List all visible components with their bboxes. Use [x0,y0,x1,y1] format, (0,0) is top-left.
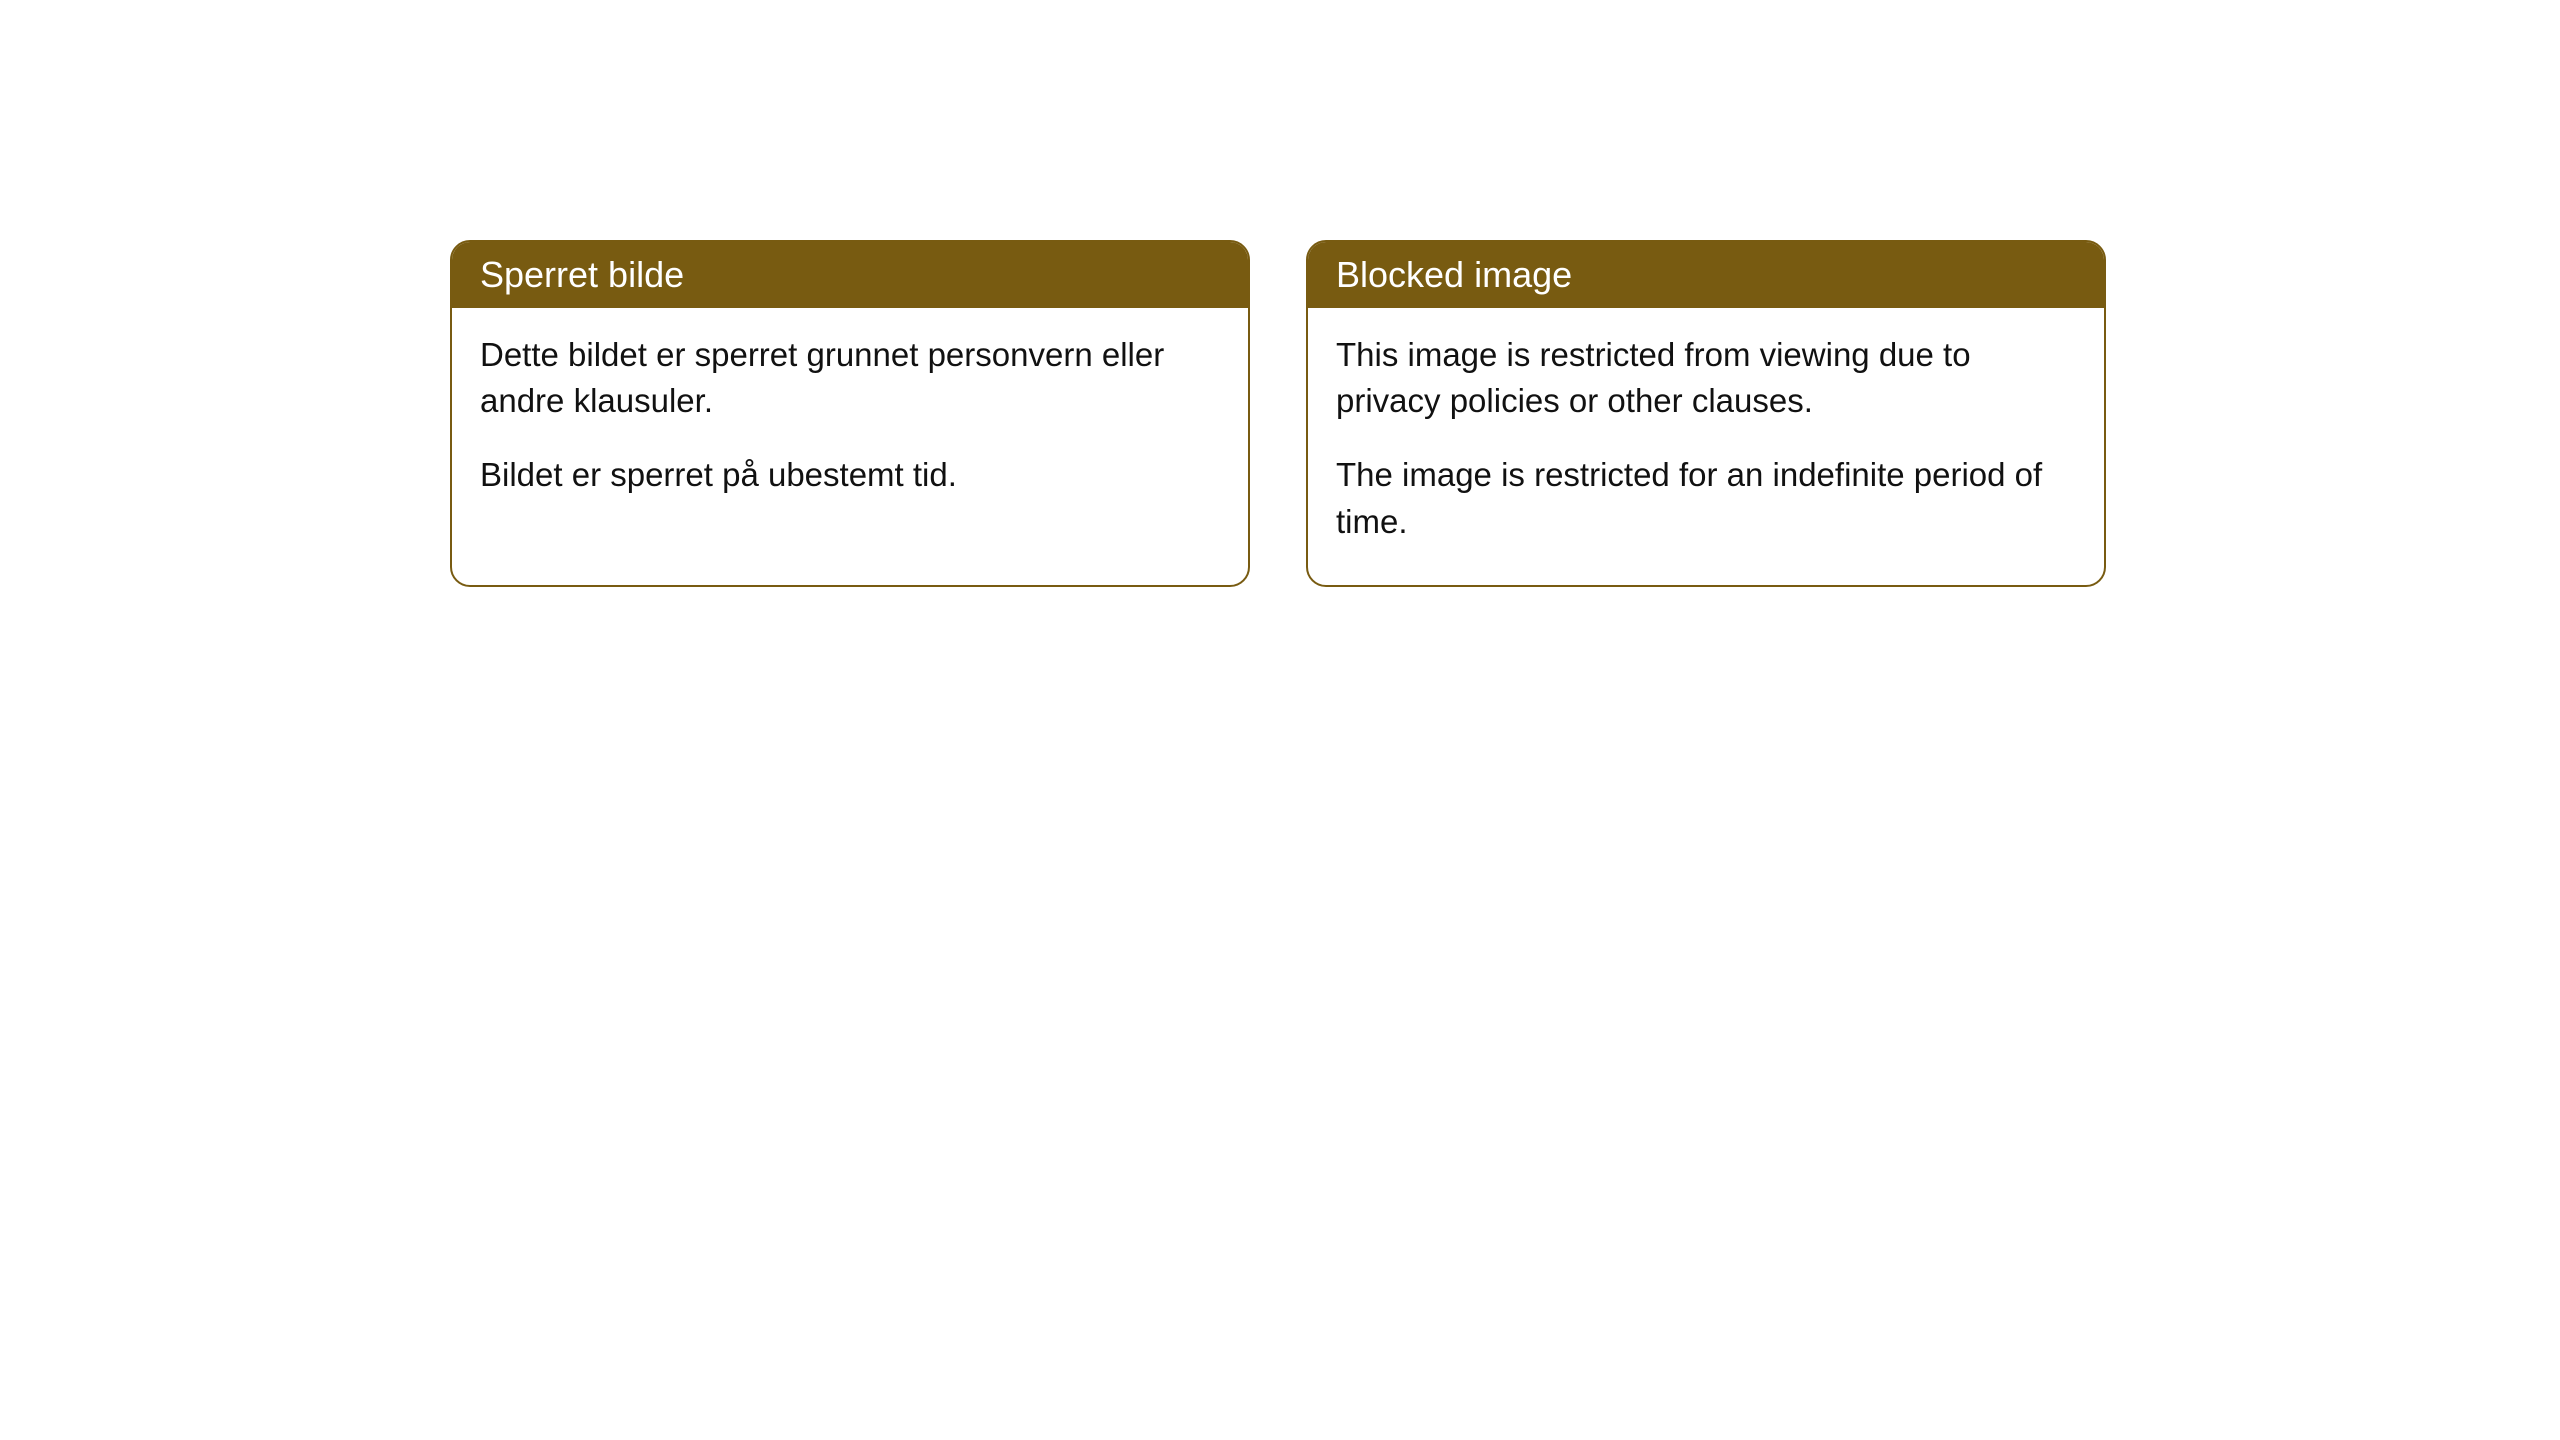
blocked-image-card-english: Blocked image This image is restricted f… [1306,240,2106,587]
notice-text-line-1: This image is restricted from viewing du… [1336,332,2076,424]
blocked-image-card-norwegian: Sperret bilde Dette bildet er sperret gr… [450,240,1250,587]
card-title: Sperret bilde [480,254,684,295]
card-body-english: This image is restricted from viewing du… [1308,308,2104,585]
card-header-norwegian: Sperret bilde [452,242,1248,308]
card-body-norwegian: Dette bildet er sperret grunnet personve… [452,308,1248,539]
card-header-english: Blocked image [1308,242,2104,308]
card-title: Blocked image [1336,254,1572,295]
notice-text-line-2: Bildet er sperret på ubestemt tid. [480,452,1220,498]
notice-text-line-2: The image is restricted for an indefinit… [1336,452,2076,544]
notice-text-line-1: Dette bildet er sperret grunnet personve… [480,332,1220,424]
notice-cards-container: Sperret bilde Dette bildet er sperret gr… [450,240,2106,587]
